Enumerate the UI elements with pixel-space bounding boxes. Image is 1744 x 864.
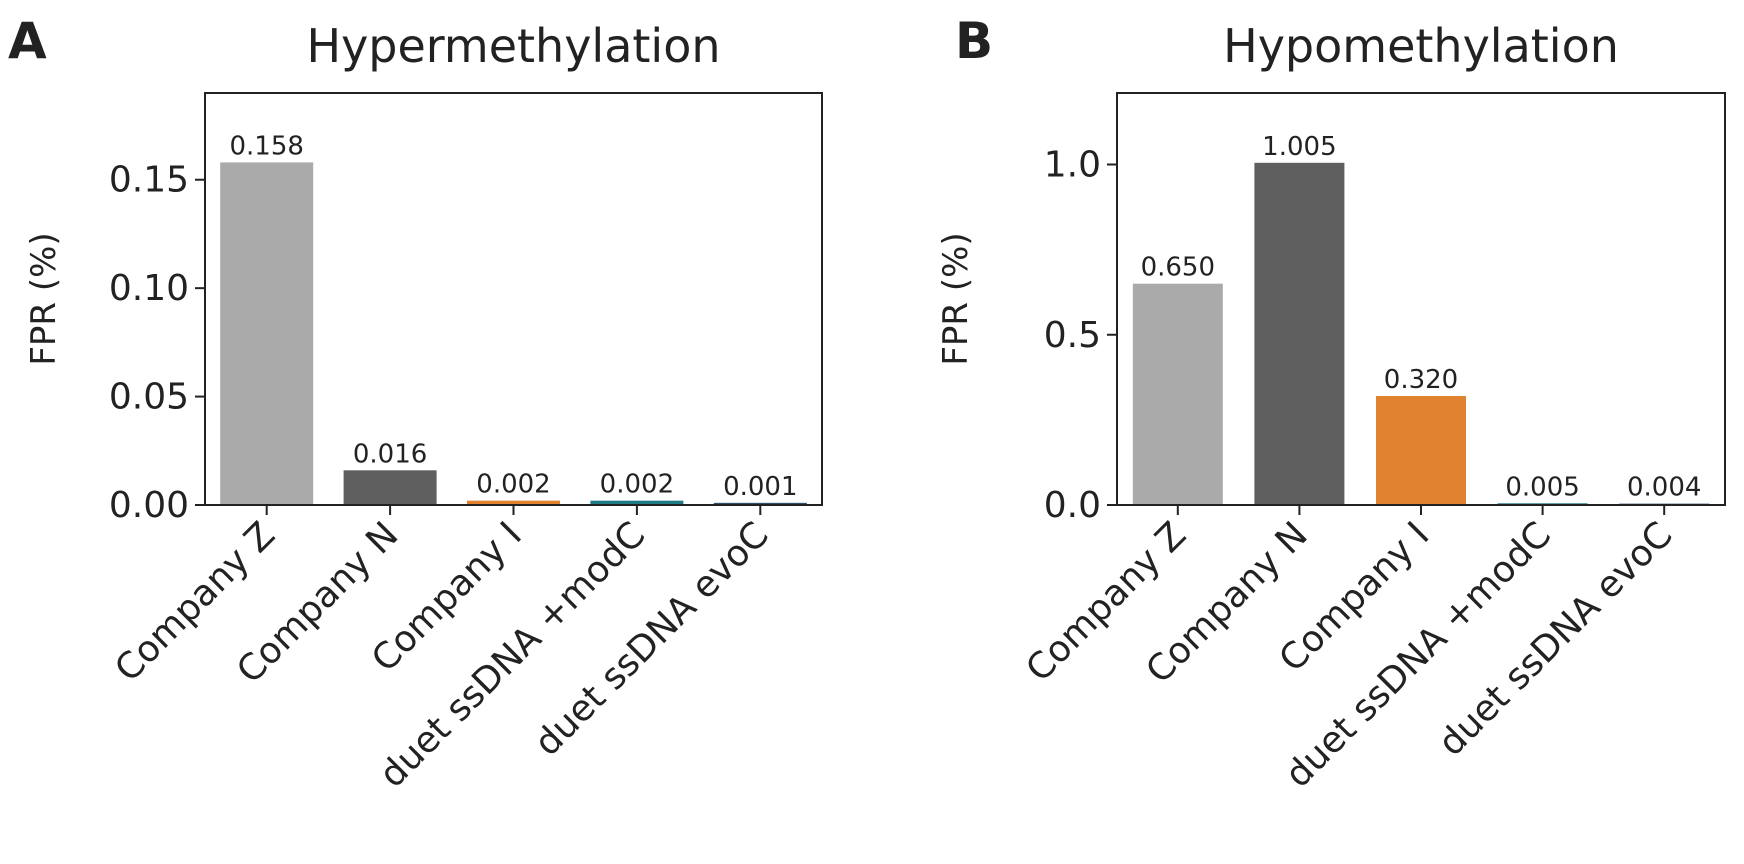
hyper-ytick-label-1: 0.00 bbox=[109, 485, 189, 526]
hypo-bar-1 bbox=[1132, 283, 1223, 505]
hyper-bar-4 bbox=[590, 500, 684, 505]
hyper-bar-1 bbox=[220, 162, 314, 506]
hypo-bar-2 bbox=[1254, 162, 1345, 506]
hypo-ytick-label-1: 0.0 bbox=[1044, 485, 1101, 526]
hyper-ytick-label-4: 0.15 bbox=[109, 160, 189, 201]
hyper-value-label-3: 0.002 bbox=[476, 470, 550, 500]
hyper-bar-3 bbox=[467, 500, 560, 505]
hypo-chart-title: Hypomethylation bbox=[1223, 19, 1619, 73]
hyper-value-label-4: 0.002 bbox=[600, 470, 674, 500]
panel-b-letter: B bbox=[955, 12, 993, 70]
hypo-category-label-5: duet ssDNA evoC bbox=[1431, 514, 1681, 764]
hypermethylation-panel: Hypermethylation 0.158 0.016 0.002 0.002 0.00… bbox=[24, 19, 823, 796]
hypo-value-label-5: 0.004 bbox=[1627, 473, 1701, 503]
hypo-ytick-label-3: 1.0 bbox=[1044, 145, 1101, 186]
hypomethylation-panel: Hypomethylation 0.650 1.005 0.320 0.005 0.004… bbox=[936, 19, 1726, 796]
hypo-ytick-label-2: 0.5 bbox=[1044, 315, 1101, 356]
hypo-value-label-2: 1.005 bbox=[1262, 132, 1336, 162]
hyper-value-label-2: 0.016 bbox=[353, 439, 427, 469]
hyper-category-label-5: duet ssDNA evoC bbox=[527, 514, 777, 764]
hyper-value-label-1: 0.158 bbox=[229, 131, 303, 161]
hyper-value-label-5: 0.001 bbox=[723, 472, 797, 502]
hyper-bar-5 bbox=[713, 502, 807, 505]
hyper-y-axis-label: FPR (%) bbox=[24, 232, 64, 365]
hyper-ytick-label-2: 0.05 bbox=[109, 377, 189, 418]
hypo-y-axis-label: FPR (%) bbox=[936, 232, 976, 365]
hyper-ytick-label-3: 0.10 bbox=[109, 268, 189, 309]
hyper-bar-2 bbox=[343, 470, 437, 505]
hypo-value-label-4: 0.005 bbox=[1505, 472, 1579, 502]
hypo-bar-3 bbox=[1376, 396, 1466, 505]
hypo-value-label-3: 0.320 bbox=[1384, 365, 1458, 395]
hyper-chart-title: Hypermethylation bbox=[306, 19, 720, 73]
hypo-value-label-1: 0.650 bbox=[1141, 253, 1215, 283]
panel-a-letter: A bbox=[8, 12, 47, 70]
